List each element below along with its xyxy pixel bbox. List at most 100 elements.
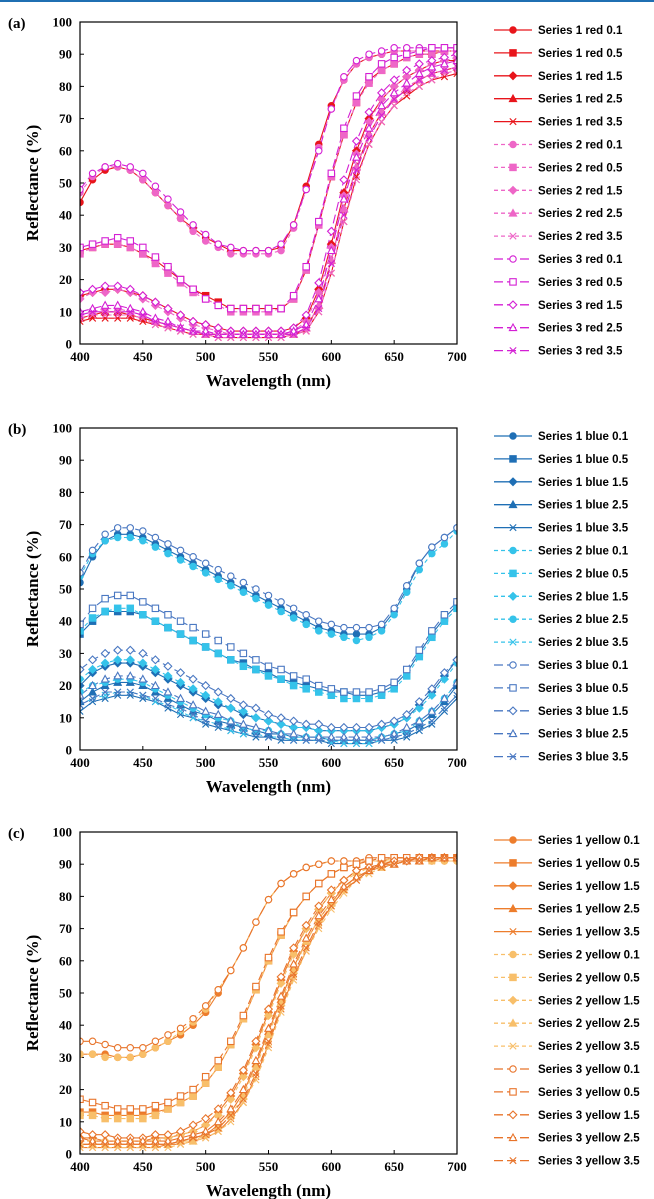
legend-label: Series 1 blue 3.5 bbox=[538, 523, 629, 535]
legend-swatch-marker bbox=[509, 347, 517, 355]
y-tick-label: 10 bbox=[59, 1114, 72, 1129]
data-point bbox=[440, 533, 449, 542]
data-point bbox=[340, 863, 348, 872]
data-point bbox=[227, 727, 235, 735]
data-point bbox=[151, 1043, 160, 1052]
data-point bbox=[314, 901, 324, 911]
legend-swatch-marker bbox=[508, 300, 518, 310]
data-point bbox=[340, 857, 348, 865]
series-line bbox=[80, 857, 457, 1110]
data-point bbox=[327, 870, 336, 878]
data-point bbox=[164, 324, 172, 332]
data-point bbox=[164, 704, 172, 712]
data-point bbox=[239, 1095, 247, 1103]
data-point bbox=[377, 60, 386, 68]
data-point bbox=[352, 739, 361, 748]
legend-label: Series 1 blue 0.5 bbox=[538, 454, 629, 466]
data-point bbox=[315, 688, 323, 696]
legend-label: Series 2 blue 0.1 bbox=[538, 546, 629, 558]
data-point bbox=[315, 860, 323, 868]
data-point bbox=[80, 1126, 85, 1137]
data-point bbox=[189, 221, 197, 229]
data-point bbox=[80, 1133, 85, 1142]
data-point bbox=[176, 710, 185, 719]
data-point bbox=[113, 1114, 122, 1123]
data-point bbox=[327, 620, 336, 629]
data-point bbox=[252, 330, 260, 338]
data-point bbox=[327, 105, 336, 113]
data-point bbox=[315, 217, 323, 226]
data-point bbox=[88, 314, 97, 322]
data-point bbox=[452, 677, 457, 686]
data-point bbox=[415, 652, 424, 661]
data-point bbox=[126, 688, 134, 696]
data-point bbox=[365, 736, 373, 744]
data-point bbox=[189, 1134, 197, 1142]
data-point bbox=[163, 671, 173, 681]
data-point bbox=[239, 330, 247, 338]
data-point bbox=[264, 246, 273, 255]
data-point bbox=[101, 594, 109, 603]
data-point bbox=[277, 665, 285, 674]
legend-label: Series 1 yellow 3.5 bbox=[538, 927, 640, 939]
data-point bbox=[138, 306, 148, 316]
data-point bbox=[176, 707, 185, 715]
x-tick-label: 550 bbox=[259, 1159, 279, 1174]
data-point bbox=[88, 1098, 97, 1107]
legend-swatch-marker bbox=[509, 753, 517, 761]
data-point bbox=[364, 107, 374, 117]
data-point bbox=[378, 118, 386, 126]
data-point bbox=[340, 694, 348, 703]
data-point bbox=[113, 533, 122, 542]
data-point bbox=[202, 1134, 210, 1142]
legend-label: Series 3 blue 0.5 bbox=[538, 683, 629, 695]
data-point bbox=[100, 287, 110, 298]
data-point bbox=[201, 295, 210, 303]
data-point bbox=[351, 136, 362, 146]
data-point bbox=[201, 1002, 210, 1010]
data-point bbox=[164, 1143, 172, 1152]
data-point bbox=[364, 123, 374, 132]
legend-swatch-marker bbox=[509, 118, 517, 126]
data-point bbox=[402, 78, 412, 87]
data-point bbox=[289, 672, 298, 680]
data-point bbox=[227, 1037, 235, 1046]
y-tick-label: 90 bbox=[59, 47, 72, 62]
data-point bbox=[139, 1143, 147, 1152]
data-point bbox=[415, 47, 424, 55]
data-point bbox=[176, 546, 185, 555]
legend-label: Series 3 red 0.5 bbox=[538, 277, 623, 289]
data-point bbox=[351, 722, 362, 733]
data-point bbox=[150, 680, 160, 690]
data-point bbox=[163, 304, 173, 314]
y-tick-label: 10 bbox=[59, 304, 72, 319]
data-point bbox=[390, 733, 398, 741]
legend-swatch-marker bbox=[509, 26, 517, 34]
data-point bbox=[114, 688, 122, 696]
data-point bbox=[214, 301, 222, 310]
data-point bbox=[377, 47, 386, 55]
x-tick-label: 500 bbox=[196, 349, 216, 364]
data-point bbox=[289, 949, 299, 959]
data-point bbox=[364, 722, 374, 733]
data-point bbox=[80, 314, 84, 322]
y-tick-label: 80 bbox=[59, 79, 72, 94]
legend-swatch-marker bbox=[508, 881, 518, 891]
data-point bbox=[138, 648, 148, 658]
legend-label: Series 1 red 1.5 bbox=[538, 71, 623, 83]
legend-label: Series 2 yellow 3.5 bbox=[538, 1041, 640, 1053]
data-point bbox=[390, 611, 398, 619]
data-point bbox=[352, 92, 361, 100]
x-tick-label: 600 bbox=[322, 349, 342, 364]
data-point bbox=[390, 95, 398, 103]
data-point bbox=[139, 243, 147, 252]
plot-frame bbox=[79, 427, 458, 751]
data-point bbox=[314, 719, 324, 729]
data-point bbox=[139, 314, 147, 322]
data-point bbox=[88, 311, 97, 319]
data-point bbox=[150, 655, 160, 665]
data-point bbox=[339, 175, 349, 185]
data-point bbox=[402, 65, 412, 75]
legend-swatch-marker bbox=[508, 1132, 518, 1142]
data-point bbox=[114, 314, 122, 322]
